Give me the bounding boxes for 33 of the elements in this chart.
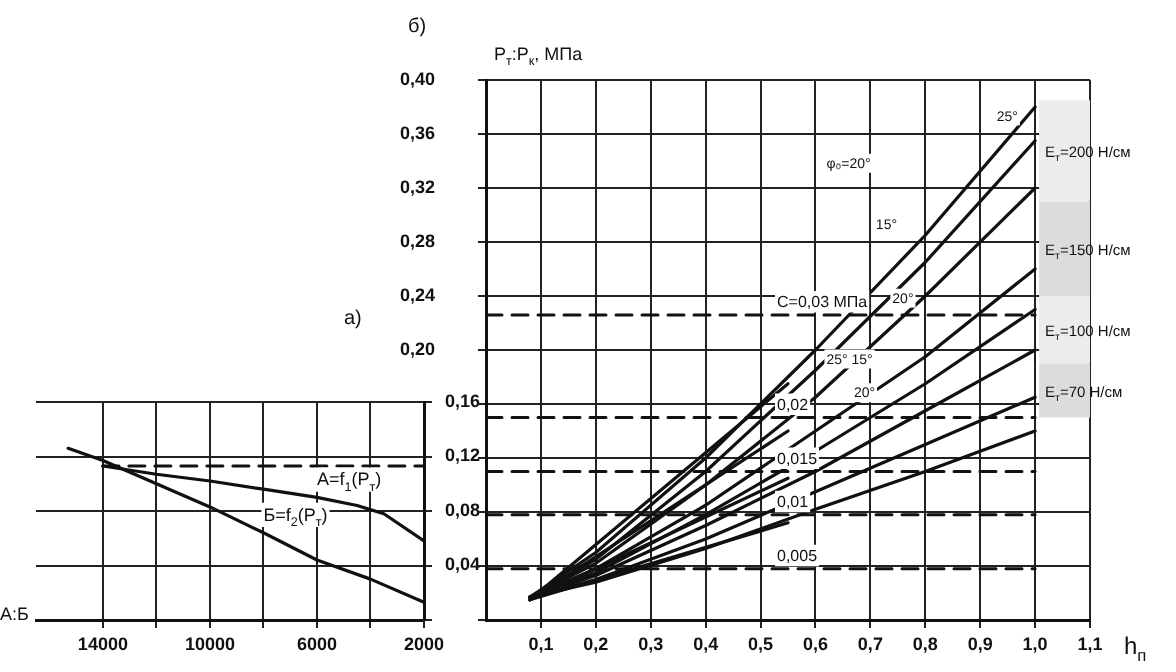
y-tick-label: 0,08 [444, 499, 480, 520]
x-tick-label: 0,8 [912, 633, 938, 654]
series-label: C=0,03 МПа [777, 292, 869, 311]
series-label: 0,015 [777, 449, 819, 468]
y-tick-label: 0,12 [444, 445, 480, 466]
y-tick-label: 0,16 [444, 390, 480, 411]
y-tick-label: 0,36 [400, 122, 436, 143]
x-tick-label: 2000 [403, 633, 445, 654]
y-axis-title: A:Б [0, 604, 30, 624]
x-tick-label: 0,4 [693, 633, 719, 654]
series-label: 0,01 [777, 492, 810, 511]
x-tick-label: 0,5 [748, 633, 774, 654]
x-tick-label: 0,2 [583, 633, 609, 654]
x-tick-label: 0,1 [528, 633, 554, 654]
x-tick-label: 0,6 [802, 633, 828, 654]
y-tick-label: 0,32 [400, 176, 436, 197]
series-label: 0,005 [777, 546, 819, 565]
x-tick-label: 0,3 [638, 633, 664, 654]
series-label: 0,02 [777, 395, 810, 414]
y-tick-label: 0,28 [400, 230, 436, 251]
x-tick-label: 14000 [77, 633, 128, 654]
y-tick-label: 0,20 [400, 338, 436, 359]
x-tick-label: 6000 [296, 633, 337, 654]
chart-title: а) [344, 308, 362, 330]
x-tick-label: 0,7 [857, 633, 883, 654]
x-tick-label: 10000 [184, 633, 235, 654]
chart-title: б) [408, 16, 427, 38]
y-tick-label: 0,40 [400, 68, 436, 89]
x-tick-label: 1,0 [1022, 633, 1048, 654]
y-tick-label: 0,04 [444, 554, 480, 575]
x-tick-label: 1,1 [1077, 633, 1103, 654]
x-tick-label: 0,9 [967, 633, 993, 654]
y-tick-label: 0,24 [400, 284, 436, 305]
